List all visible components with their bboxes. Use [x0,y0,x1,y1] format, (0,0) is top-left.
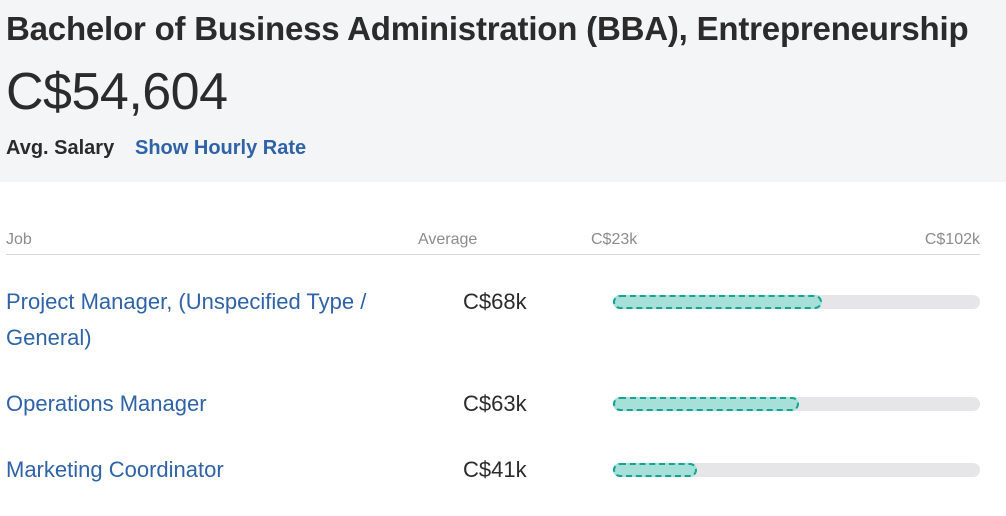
job-link[interactable]: Operations Manager [6,391,207,416]
column-header-average: Average [418,231,478,248]
salary-range-track [613,397,980,411]
column-header-job: Job [6,231,32,248]
column-header-range-min: C$23k [591,231,638,248]
job-link[interactable]: Project Manager, (Unspecified Type / Gen… [6,289,367,350]
salary-range-bar [613,463,697,477]
column-header-range-max: C$102k [924,231,980,248]
salary-range-bar [613,295,823,309]
salary-range-track [613,463,980,477]
average-salary-label: Avg. Salary [6,137,115,159]
job-average-salary: C$68k [463,289,527,314]
job-average-salary: C$41k [463,457,527,482]
show-hourly-rate-link[interactable]: Show Hourly Rate [135,137,307,159]
jobs-salary-table: Job Average C$23k C$102k Project Manager… [0,182,1006,516]
page-title: Bachelor of Business Administration (BBA… [6,10,969,47]
salary-range-track [613,295,980,309]
job-link[interactable]: Marketing Coordinator [6,457,224,482]
header-section: Bachelor of Business Administration (BBA… [0,0,1006,182]
salary-range-bar [613,397,799,411]
average-salary-value: C$54,604 [6,63,228,121]
header-divider [6,254,980,255]
job-average-salary: C$63k [463,391,527,416]
